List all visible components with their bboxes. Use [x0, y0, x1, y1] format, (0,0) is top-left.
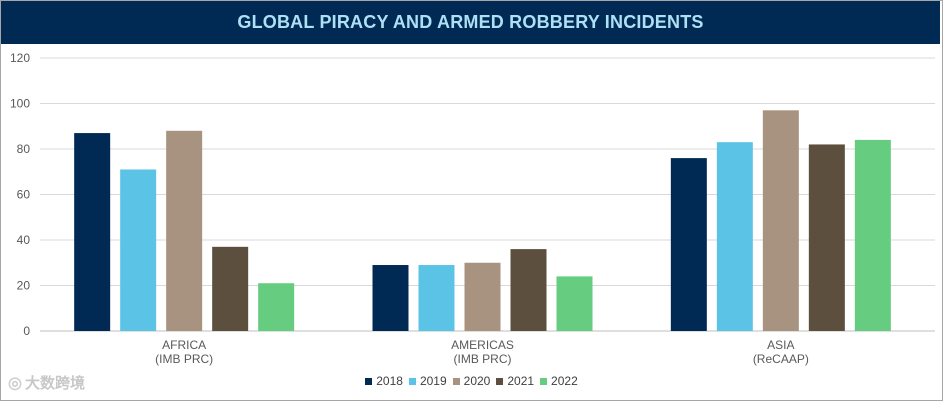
legend-label: 2021: [507, 374, 535, 388]
y-tick-label: 60: [17, 188, 31, 202]
x-tick-label: (IMB PRC): [155, 352, 213, 366]
x-tick-label: AMERICAS: [451, 338, 514, 352]
bar-2020-asia: [762, 110, 799, 331]
legend-item-2019: 2019: [408, 374, 447, 388]
camera-logo-icon: ◎: [8, 374, 22, 392]
bar-2021-africa: [212, 246, 249, 331]
x-tick-label: (IMB PRC): [454, 352, 512, 366]
y-tick-label: 20: [17, 279, 31, 293]
bar-2021-americas: [510, 249, 547, 331]
bar-2018-africa: [74, 133, 111, 331]
legend-label: 2022: [551, 374, 578, 388]
legend-swatch: [496, 377, 504, 385]
legend-label: 2019: [419, 374, 447, 388]
legend-swatch: [452, 377, 460, 385]
bar-2022-africa: [258, 283, 295, 331]
watermark: ◎ 大数跨境: [8, 372, 85, 393]
y-tick-label: 100: [10, 97, 30, 111]
title-bar: GLOBAL PIRACY AND ARMED ROBBERY INCIDENT…: [1, 1, 940, 44]
legend-item-2022: 2022: [540, 374, 578, 388]
bar-2020-africa: [166, 130, 203, 331]
bar-2022-asia: [854, 139, 891, 331]
bar-2021-asia: [808, 144, 845, 331]
bar-2019-americas: [418, 265, 455, 331]
bar-2019-africa: [120, 169, 157, 331]
bar-2019-asia: [716, 142, 753, 331]
legend-item-2021: 2021: [496, 374, 534, 388]
bar-2022-americas: [556, 276, 593, 331]
watermark-text: 大数跨境: [24, 375, 85, 392]
y-tick-label: 80: [17, 142, 31, 156]
legend-swatch: [540, 377, 548, 385]
bar-2018-americas: [372, 265, 409, 331]
legend-item-2018: 2018: [365, 374, 403, 388]
y-tick-label: 40: [17, 233, 31, 247]
bar-2018-asia: [670, 158, 707, 331]
x-tick-label: ASIA: [767, 338, 794, 352]
bar-2020-americas: [464, 262, 501, 331]
chart-legend: 2018 2019 2020 2021 2022: [0, 374, 943, 388]
y-tick-label: 120: [10, 51, 30, 65]
legend-item-2020: 2020: [452, 374, 491, 388]
legend-swatch: [408, 377, 416, 385]
x-tick-label: (ReCAAP): [753, 352, 809, 366]
x-tick-label: AFRICA: [162, 338, 206, 352]
legend-label: 2018: [376, 374, 403, 388]
chart-title: GLOBAL PIRACY AND ARMED ROBBERY INCIDENT…: [237, 12, 704, 32]
y-tick-label: 0: [23, 324, 30, 338]
legend-label: 2020: [463, 374, 491, 388]
legend-swatch: [365, 377, 373, 385]
